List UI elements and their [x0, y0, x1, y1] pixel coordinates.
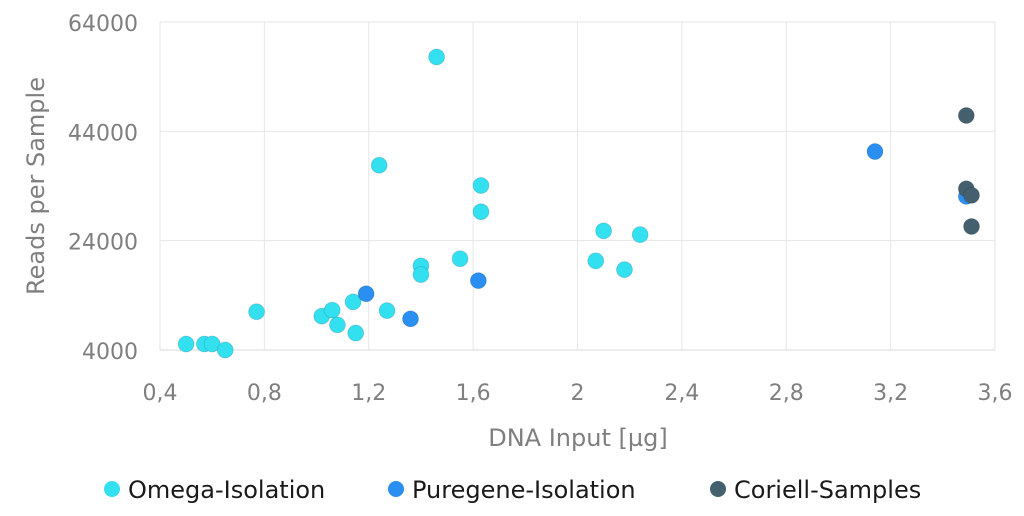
x-tick-label: 2,4: [664, 381, 699, 406]
legend: Omega-Isolation Puregene-Isolation Coriell…: [104, 476, 921, 504]
data-points: [177, 48, 981, 359]
point-omega-isolation: [248, 303, 266, 321]
point-omega-isolation: [595, 222, 613, 240]
x-tick-label: 1,2: [351, 381, 386, 406]
point-omega-isolation: [216, 341, 234, 359]
point-omega-isolation: [328, 316, 346, 334]
point-puregene-isolation: [866, 143, 884, 161]
legend-item: Omega-Isolation: [104, 476, 325, 504]
legend-marker-icon: [388, 481, 404, 497]
x-tick-label: 3,2: [873, 381, 908, 406]
gridlines: [159, 21, 996, 351]
point-puregene-isolation: [469, 272, 487, 290]
x-tick-label: 3,6: [978, 381, 1013, 406]
point-omega-isolation: [344, 293, 362, 311]
legend-item: Coriell-Samples: [710, 476, 921, 504]
legend-label: Omega-Isolation: [128, 476, 325, 504]
point-omega-isolation: [428, 48, 446, 66]
legend-marker-icon: [104, 481, 120, 497]
y-tick-labels: 4000 24000 44000 64000: [68, 12, 138, 365]
x-axis-label: DNA Input [µg]: [488, 424, 667, 452]
point-coriell-samples: [963, 186, 981, 204]
point-coriell-samples: [963, 217, 981, 235]
x-tick-label: 2: [571, 381, 585, 406]
point-omega-isolation: [472, 203, 490, 221]
x-tick-label: 0,8: [247, 381, 282, 406]
point-coriell-samples: [957, 106, 975, 124]
legend-label: Puregene-Isolation: [412, 476, 636, 504]
point-omega-isolation: [412, 266, 430, 284]
point-omega-isolation: [370, 156, 388, 174]
x-tick-label: 1,6: [456, 381, 491, 406]
point-omega-isolation: [451, 250, 469, 268]
point-omega-isolation: [323, 301, 341, 319]
y-axis-label: Reads per Sample: [22, 77, 50, 295]
point-omega-isolation: [631, 226, 649, 244]
point-omega-isolation: [347, 324, 365, 342]
point-puregene-isolation: [357, 285, 375, 303]
point-omega-isolation: [177, 335, 195, 353]
legend-item: Puregene-Isolation: [388, 476, 636, 504]
point-omega-isolation: [472, 176, 490, 194]
point-omega-isolation: [587, 252, 605, 270]
legend-marker-icon: [710, 481, 726, 497]
x-tick-labels: 0,4 0,8 1,2 1,6 2 2,4 2,8 3,2 3,6: [143, 381, 1013, 406]
y-tick-label: 44000: [68, 121, 138, 146]
y-tick-label: 4000: [82, 340, 138, 365]
point-omega-isolation: [378, 302, 396, 320]
x-tick-label: 2,8: [769, 381, 804, 406]
y-tick-label: 24000: [68, 231, 138, 256]
y-tick-label: 64000: [68, 12, 138, 37]
point-puregene-isolation: [402, 310, 419, 328]
x-tick-label: 0,4: [143, 381, 178, 406]
legend-label: Coriell-Samples: [734, 476, 921, 504]
point-omega-isolation: [615, 261, 633, 279]
